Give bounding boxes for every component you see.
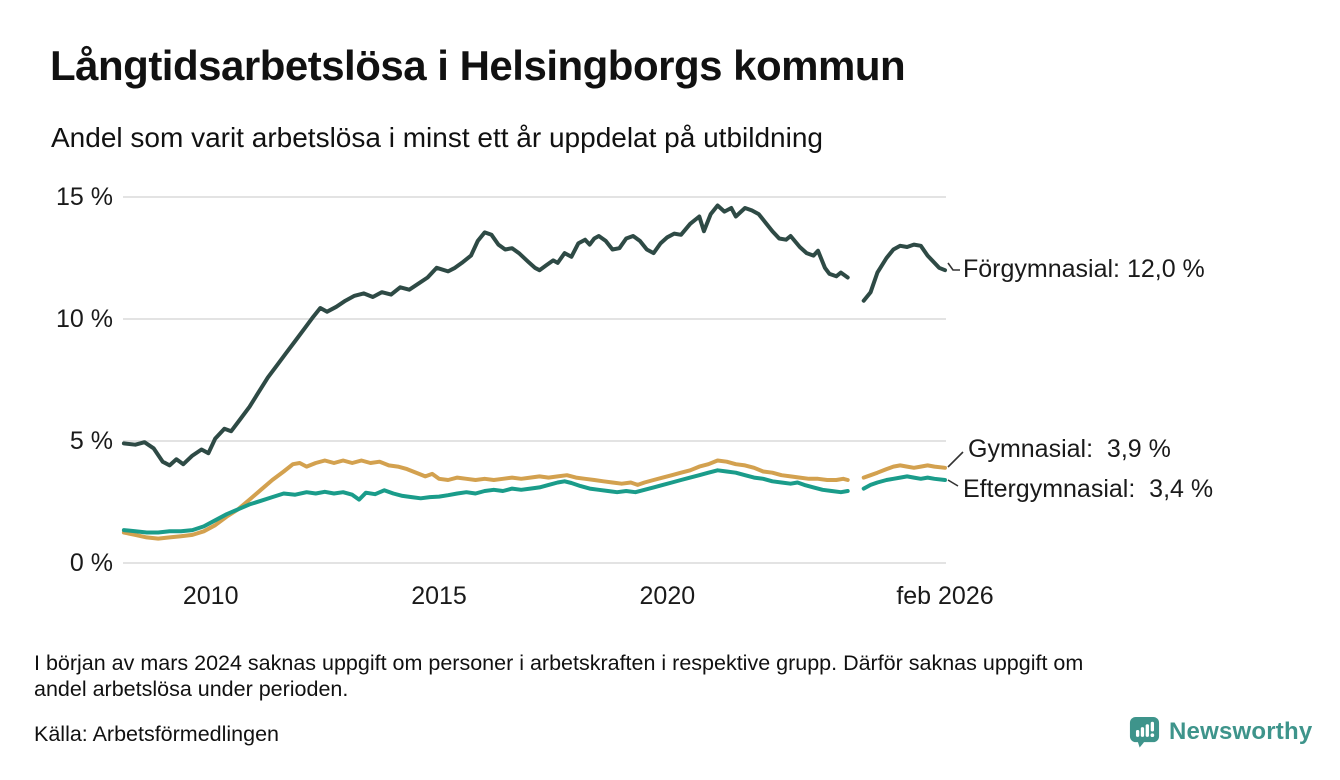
series-label-förgymnasial: Förgymnasial: 12,0 % — [963, 255, 1205, 283]
source-label: Källa: Arbetsförmedlingen — [34, 722, 280, 746]
x-axis-tick-label: feb 2026 — [896, 582, 994, 610]
series-label-eftergymnasial: Eftergymnasial: 3,4 % — [963, 475, 1214, 503]
newsworthy-logo-text: Newsworthy — [1169, 717, 1313, 745]
newsworthy-brand: Newsworthy — [1128, 715, 1312, 748]
series-line-eftergymnasial — [121, 468, 947, 535]
x-axis-tick-label: 2010 — [182, 582, 239, 610]
y-axis-tick-label: 15 % — [56, 183, 113, 211]
label-connector — [947, 479, 959, 487]
series-line-förgymnasial — [121, 203, 947, 468]
series-label-gymnasial: Gymnasial: 3,9 % — [968, 435, 1171, 463]
y-axis-tick-label: 10 % — [56, 305, 113, 333]
label-connector — [947, 451, 964, 468]
y-axis-tick-label: 0 % — [69, 549, 113, 577]
footnote-line-2: andel arbetslösa under perioden. — [34, 677, 349, 701]
footnote-line-1: I början av mars 2024 saknas uppgift om … — [34, 651, 1084, 675]
chart-subtitle: Andel som varit arbetslösa i minst ett å… — [51, 122, 823, 153]
label-connector — [947, 262, 960, 271]
newsworthy-chart-bubble-icon — [1129, 716, 1160, 748]
page-title: Långtidsarbetslösa i Helsingborgs kommun — [50, 42, 906, 89]
x-axis-tick-label: 2020 — [639, 582, 696, 610]
series-line-gymnasial — [121, 458, 947, 541]
y-axis-tick-label: 5 % — [69, 427, 113, 455]
x-axis-tick-label: 2015 — [411, 582, 467, 610]
footnote: I början av mars 2024 saknas uppgift om … — [34, 650, 1083, 702]
